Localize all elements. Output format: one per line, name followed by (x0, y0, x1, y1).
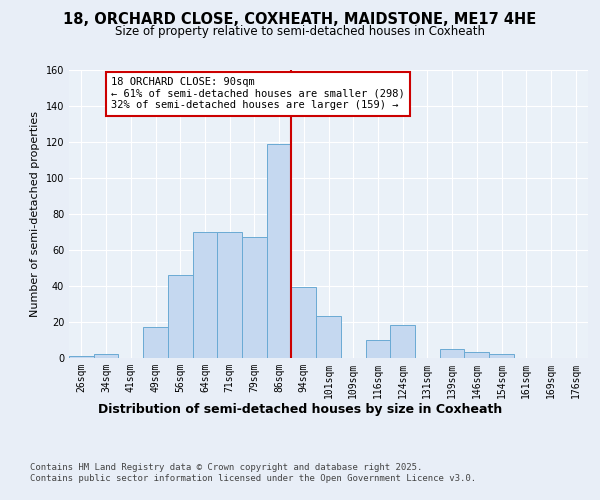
Text: Contains HM Land Registry data © Crown copyright and database right 2025.: Contains HM Land Registry data © Crown c… (30, 462, 422, 471)
Bar (489, 354, 514, 358)
Bar (69, 356, 94, 358)
Y-axis label: Number of semi-detached properties: Number of semi-detached properties (30, 111, 40, 317)
Text: Distribution of semi-detached houses by size in Coxheath: Distribution of semi-detached houses by … (98, 402, 502, 415)
Bar (143, 327, 168, 358)
Text: Contains public sector information licensed under the Open Government Licence v3: Contains public sector information licen… (30, 474, 476, 483)
Bar (440, 348, 464, 358)
Bar (464, 352, 489, 358)
Bar (242, 237, 267, 358)
Bar (193, 232, 217, 358)
Bar (94, 354, 118, 358)
Bar (217, 232, 242, 358)
Text: 18, ORCHARD CLOSE, COXHEATH, MAIDSTONE, ME17 4HE: 18, ORCHARD CLOSE, COXHEATH, MAIDSTONE, … (64, 12, 536, 28)
Text: Size of property relative to semi-detached houses in Coxheath: Size of property relative to semi-detach… (115, 25, 485, 38)
Text: 18 ORCHARD CLOSE: 90sqm
← 61% of semi-detached houses are smaller (298)
32% of s: 18 ORCHARD CLOSE: 90sqm ← 61% of semi-de… (111, 77, 405, 110)
Bar (365, 340, 390, 357)
Bar (168, 275, 193, 357)
Bar (292, 288, 316, 358)
Bar (390, 325, 415, 358)
Bar (316, 316, 341, 358)
Bar (267, 144, 292, 358)
